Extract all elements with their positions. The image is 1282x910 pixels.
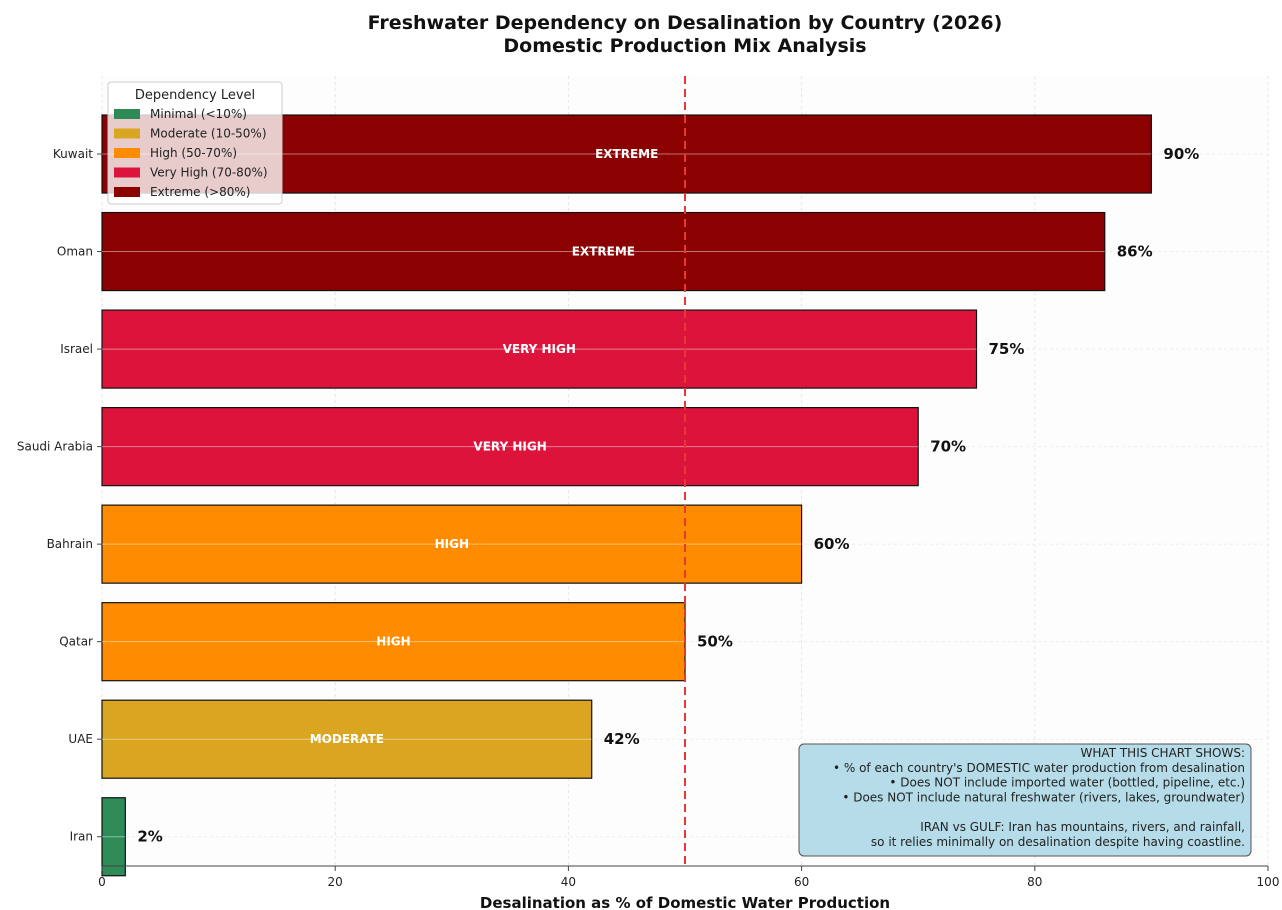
- y-tick-label: Oman: [57, 245, 93, 259]
- x-tick-label: 20: [328, 875, 343, 889]
- legend-swatch: [114, 128, 140, 139]
- y-tick-label: Saudi Arabia: [17, 440, 93, 454]
- chart-subtitle: Domestic Production Mix Analysis: [503, 35, 866, 57]
- x-tick-label: 60: [794, 875, 809, 889]
- x-tick-label: 80: [1027, 875, 1042, 889]
- annotation-line: • Does NOT include imported water (bottl…: [889, 776, 1245, 790]
- bar-level-label: VERY HIGH: [473, 440, 546, 454]
- bar: [101, 211, 1106, 292]
- y-tick-label: Bahrain: [47, 537, 93, 551]
- legend: Dependency Level Minimal (<10%) Moderate (…: [107, 81, 283, 205]
- bar-level-label: MODERATE: [310, 732, 384, 746]
- value-label: 2%: [137, 828, 162, 846]
- annotation-line: • Does NOT include natural freshwater (r…: [842, 790, 1245, 804]
- legend-title: Dependency Level: [135, 88, 255, 103]
- legend-swatch: [114, 109, 140, 119]
- annotation-line: • % of each country's DOMESTIC water pro…: [833, 761, 1245, 775]
- y-tick-label: Kuwait: [53, 147, 93, 161]
- x-tick-label: 0: [98, 875, 106, 889]
- value-label: 60%: [814, 535, 850, 553]
- legend-item-label: Moderate (10-50%): [150, 127, 267, 141]
- bar: [101, 699, 593, 779]
- annotation-box-bg: [798, 743, 1252, 857]
- bar-level-label: EXTREME: [595, 147, 658, 161]
- x-axis-label: Desalination as % of Domestic Water Prod…: [480, 894, 890, 910]
- bars-group: EXTREME 90% EXTREME 86% VERY HIGH 75% VERY HIG…: [101, 114, 1199, 877]
- y-tick-label: Qatar: [59, 635, 93, 649]
- x-tick-label: 40: [561, 875, 576, 889]
- y-tick-label: Iran: [70, 830, 93, 844]
- legend-swatch: [114, 148, 140, 158]
- x-ticks: 0 20 40 60 80 100: [98, 866, 1279, 889]
- value-label: 50%: [697, 633, 733, 651]
- x-tick-label: 100: [1257, 875, 1280, 889]
- y-tick-label: UAE: [68, 732, 93, 746]
- value-label: 70%: [930, 438, 966, 456]
- annotation-line: WHAT THIS CHART SHOWS:: [1081, 746, 1245, 760]
- legend-item-label: Minimal (<10%): [150, 107, 247, 121]
- legend-item-label: Extreme (>80%): [150, 185, 250, 199]
- value-label: 86%: [1117, 243, 1153, 261]
- bar: [101, 602, 686, 682]
- value-label: 90%: [1163, 145, 1199, 163]
- legend-item-label: Very High (70-80%): [150, 166, 268, 180]
- bar: [101, 407, 919, 487]
- legend-item-label: High (50-70%): [150, 146, 237, 160]
- value-label: 42%: [604, 730, 640, 748]
- annotation-line: so it relies minimally on desalination d…: [871, 835, 1245, 849]
- bar-level-label: VERY HIGH: [503, 342, 576, 356]
- legend-swatch: [114, 167, 140, 178]
- legend-swatch: [114, 187, 140, 197]
- chart-title: Freshwater Dependency on Desalination by…: [368, 12, 1003, 34]
- y-ticks: Kuwait Oman Israel Saudi Arabia Bahrain Qatar…: [17, 147, 102, 844]
- y-tick-label: Israel: [60, 342, 93, 356]
- bar-level-label: EXTREME: [572, 245, 635, 259]
- bar-level-label: HIGH: [376, 635, 410, 649]
- legend-box: [107, 81, 283, 205]
- annotation-line: IRAN vs GULF: Iran has mountains, rivers…: [920, 820, 1245, 834]
- bar-level-label: HIGH: [435, 537, 469, 551]
- annotation-box: WHAT THIS CHART SHOWS:• % of each countr…: [798, 743, 1252, 857]
- value-label: 75%: [989, 340, 1025, 358]
